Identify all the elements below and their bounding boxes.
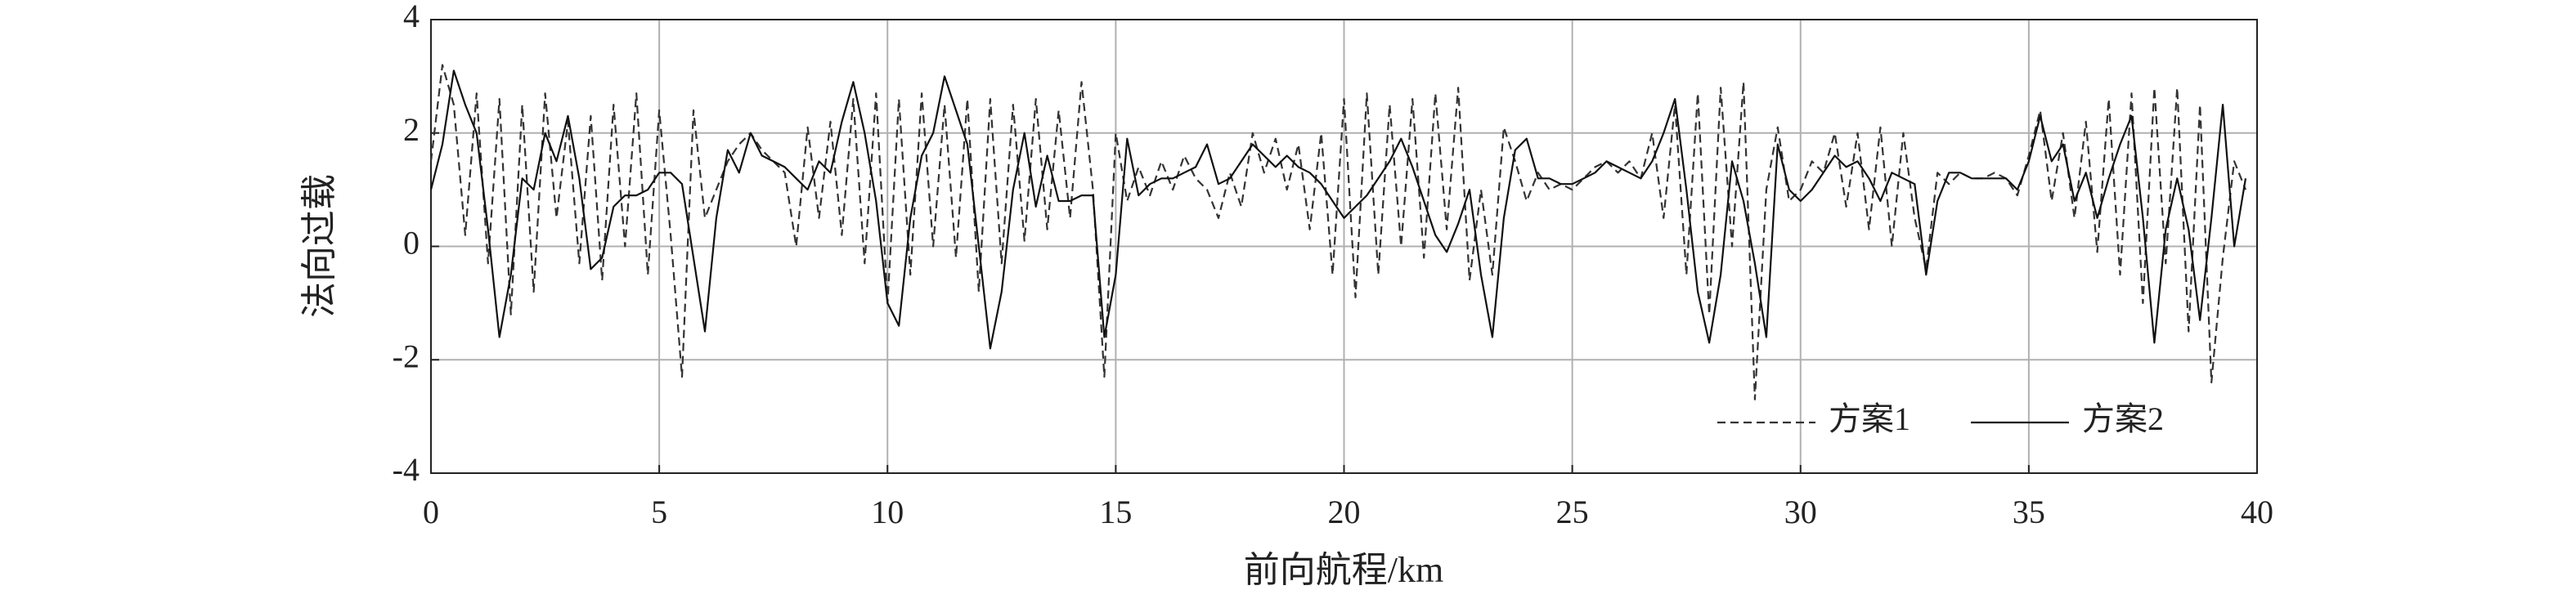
x-tick-label: 25 bbox=[1556, 494, 1589, 530]
x-axis-label: 前向航程/km bbox=[1244, 550, 1443, 590]
series-line bbox=[429, 64, 2247, 400]
y-tick-label: 2 bbox=[403, 111, 420, 148]
x-tick-label: 5 bbox=[651, 494, 667, 530]
legend-label: 方案1 bbox=[1829, 400, 1910, 437]
y-tick-label: -4 bbox=[393, 451, 420, 488]
y-axis-label: 法向过载 bbox=[299, 174, 339, 318]
x-tick-label: 30 bbox=[1784, 494, 1817, 530]
y-tick-label: 0 bbox=[403, 225, 420, 262]
y-tick-label: -2 bbox=[393, 337, 420, 374]
x-tick-label: 10 bbox=[871, 494, 904, 530]
x-tick-label: 20 bbox=[1328, 494, 1361, 530]
plot-frame bbox=[430, 19, 2258, 474]
x-tick-label: 0 bbox=[423, 494, 439, 530]
x-tick-label: 15 bbox=[1099, 494, 1132, 530]
x-tick-label: 40 bbox=[2241, 494, 2273, 530]
y-tick-label: 4 bbox=[403, 0, 420, 34]
x-tick-label: 35 bbox=[2013, 494, 2045, 530]
legend-label: 方案2 bbox=[2082, 400, 2164, 437]
series-line bbox=[429, 69, 2247, 350]
